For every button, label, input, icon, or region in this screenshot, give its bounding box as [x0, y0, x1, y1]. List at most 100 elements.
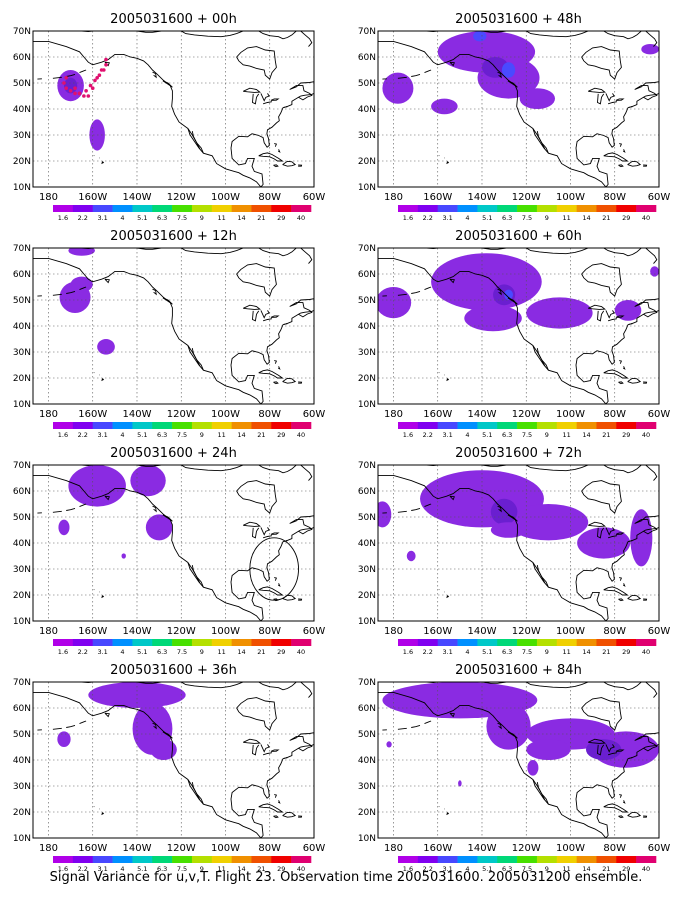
- latitude-tick-label: 10N: [13, 617, 31, 627]
- colorbar-swatch: [398, 422, 419, 429]
- map-panel: 2005031600 + 72h 70N 60N 50N 40N 30N 20N 10N 180…: [358, 446, 671, 656]
- latitude-tick-label: 20N: [358, 374, 376, 384]
- latitude-tick-label: 10N: [358, 617, 376, 627]
- colorbar-label: 2.2: [78, 648, 88, 656]
- coastline: [643, 164, 648, 167]
- coastline: [424, 720, 432, 725]
- latitude-tick-label: 30N: [13, 348, 31, 358]
- coastline: [258, 31, 297, 40]
- coastline: [236, 263, 277, 297]
- coastline: [628, 539, 633, 542]
- variance-contour: [130, 465, 166, 497]
- coastline: [243, 521, 262, 527]
- latitude-tick-label: 50N: [358, 730, 376, 740]
- coastline: [643, 381, 648, 384]
- coastline: [497, 71, 502, 79]
- coastline: [298, 815, 303, 818]
- coastline: [446, 161, 450, 165]
- colorbar-label: 11: [218, 865, 226, 873]
- colorbar-swatch: [536, 205, 558, 212]
- colorbar-swatch: [398, 856, 419, 863]
- variance-contour: [150, 739, 177, 760]
- coastline: [298, 598, 303, 601]
- coastline: [262, 752, 273, 756]
- colorbar-swatch: [53, 856, 74, 863]
- longitude-tick-label: 80W: [603, 192, 626, 203]
- longitude-tick-label: 100W: [556, 626, 585, 637]
- coastline: [525, 31, 589, 38]
- observation-point: [99, 68, 104, 72]
- colorbar-swatch: [398, 205, 419, 212]
- variance-contour: [508, 504, 589, 541]
- coastline: [597, 310, 605, 322]
- coastline: [152, 71, 157, 79]
- longitude-tick-label: 60W: [303, 409, 326, 420]
- colorbar-swatch: [536, 639, 558, 646]
- colorbar-swatch: [92, 422, 113, 429]
- colorbar-label: 14: [582, 865, 590, 873]
- coastline: [481, 248, 507, 250]
- coastline: [252, 744, 260, 756]
- colorbar-swatch: [477, 422, 498, 429]
- longitude-tick-label: 160W: [78, 843, 107, 854]
- colorbar-swatch: [437, 639, 458, 646]
- colorbar-swatch: [576, 205, 597, 212]
- coastline: [52, 510, 62, 513]
- coastline: [588, 304, 607, 310]
- colorbar-swatch: [477, 856, 498, 863]
- coastline: [643, 598, 648, 601]
- colorbar-swatch: [72, 856, 93, 863]
- latitude-tick-label: 40N: [358, 756, 376, 766]
- colorbar-swatch: [576, 422, 597, 429]
- colorbar-swatch: [497, 639, 518, 646]
- longitude-tick-label: 80W: [258, 409, 281, 420]
- colorbar-label: 5.1: [137, 431, 147, 439]
- colorbar-swatch: [556, 856, 577, 863]
- coastline: [615, 532, 625, 535]
- colorbar-swatch: [596, 422, 617, 429]
- coastline: [643, 815, 648, 818]
- coastline: [262, 318, 273, 322]
- colorbar-label: 40: [297, 648, 305, 656]
- colorbar-label: 14: [237, 865, 245, 873]
- coastline: [618, 598, 624, 602]
- coastline: [603, 152, 629, 162]
- coastline: [273, 164, 279, 168]
- coastline: [298, 164, 303, 167]
- longitude-tick-label: 80W: [258, 626, 281, 637]
- coastline: [101, 595, 105, 599]
- coastline: [597, 744, 605, 756]
- colorbar-label: 9: [545, 648, 549, 656]
- colorbar-swatch: [457, 856, 478, 863]
- colorbar-swatch: [271, 639, 292, 646]
- longitude-tick-label: 60W: [648, 626, 671, 637]
- coastline: [274, 143, 278, 147]
- colorbar-label: 2.2: [78, 214, 88, 222]
- longitude-tick-label: 140W: [122, 626, 151, 637]
- map-panel: 2005031600 + 12h 70N 60N 50N 40N 30N 20N 10N 180…: [13, 229, 326, 439]
- colorbar-swatch: [152, 639, 173, 646]
- colorbar-label: 5.1: [482, 431, 492, 439]
- colorbar-label: 6.3: [502, 431, 512, 439]
- colorbar-label: 2.2: [423, 214, 433, 222]
- coastline: [588, 738, 607, 744]
- colorbar-label: 1.6: [403, 865, 413, 873]
- coastline: [507, 80, 518, 88]
- colorbar-label: 21: [257, 214, 265, 222]
- coastline: [607, 535, 618, 539]
- coastline: [282, 377, 297, 384]
- colorbar-label: 3.1: [442, 865, 452, 873]
- map-frame: [32, 464, 315, 622]
- colorbar-swatch: [72, 205, 93, 212]
- panel-title: 2005031600 + 24h: [110, 446, 237, 461]
- latitude-tick-label: 50N: [358, 79, 376, 89]
- coastline: [622, 366, 626, 370]
- coastline: [645, 248, 658, 264]
- coastline: [525, 248, 589, 255]
- coastline: [277, 149, 281, 153]
- colorbar-label: 11: [563, 648, 571, 656]
- latitude-tick-label: 30N: [13, 782, 31, 792]
- coastline: [270, 315, 280, 318]
- coastline: [162, 731, 173, 739]
- coastline: [258, 682, 297, 691]
